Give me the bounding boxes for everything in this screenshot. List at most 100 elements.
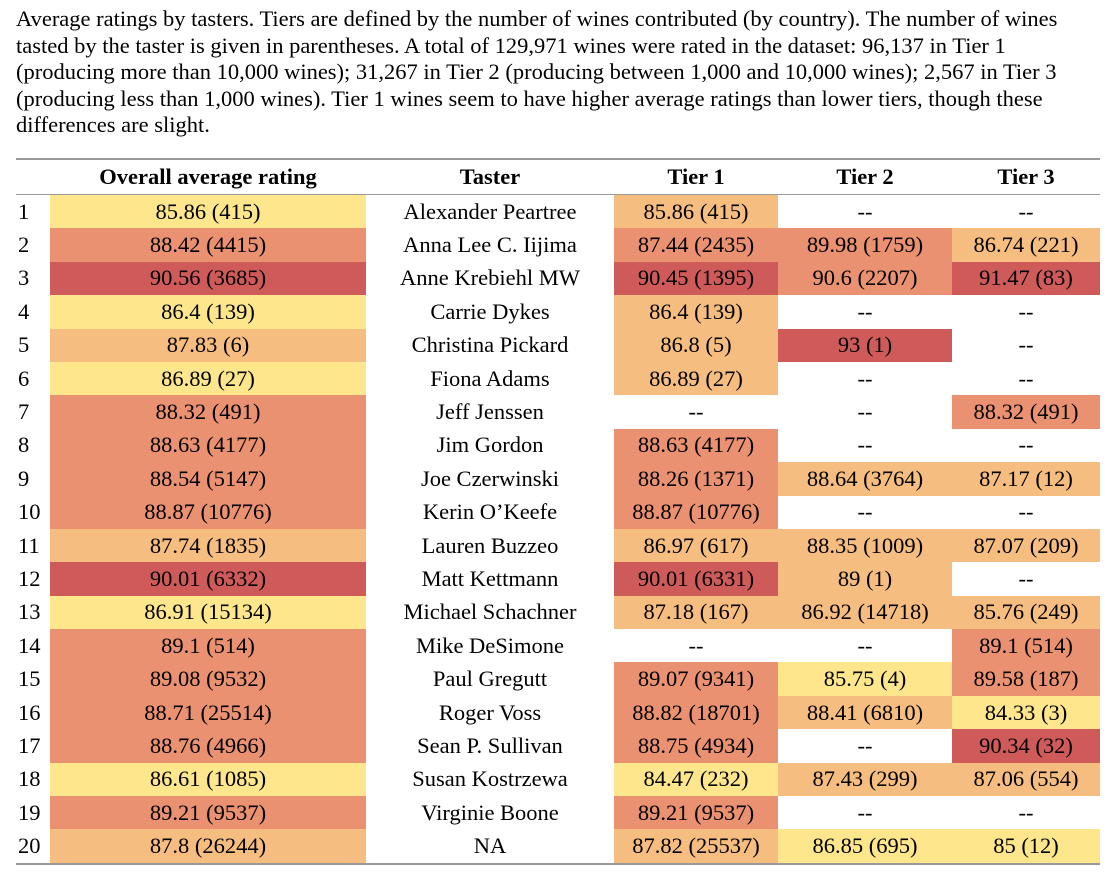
- tier-2-cell: --: [778, 361, 952, 396]
- tier-3-cell: --: [952, 295, 1100, 329]
- tier-2-cell: 85.75 (4): [778, 662, 952, 696]
- taster-name-cell: Paul Gregutt: [432, 666, 548, 692]
- overall-rating-cell: 87.8 (26244): [50, 829, 366, 864]
- table-row: 8 88.63 (4177) Jim Gordon 88.63 (4177) -- --: [16, 428, 1100, 463]
- taster-name-cell: Jeff Jenssen: [436, 399, 544, 425]
- tier-1-cell: 89.21 (9537): [614, 796, 778, 830]
- overall-rating-cell: 86.89 (27): [50, 361, 366, 396]
- overall-rating-cell: 88.54 (5147): [50, 462, 366, 496]
- overall-rating-cell: 88.42 (4415): [50, 228, 366, 262]
- table-row: 4 86.4 (139) Carrie Dykes 86.4 (139) -- --: [16, 295, 1100, 329]
- table-row: 14 89.1 (514) Mike DeSimone -- -- 89.1 (514): [16, 629, 1100, 663]
- table-row: 13 86.91 (15134) Michael Schachner 87.18 (1…: [16, 595, 1100, 630]
- tier-3-cell: 84.33 (3): [952, 695, 1100, 730]
- taster-name-cell: Sean P. Sullivan: [417, 732, 563, 758]
- header-taster: Taster: [366, 159, 614, 195]
- row-index: 18: [18, 766, 41, 792]
- tier-3-cell: 88.32 (491): [952, 395, 1100, 429]
- tier-1-cell: 85.86 (415): [614, 194, 778, 229]
- tier-1-cell: 87.82 (25537): [614, 829, 778, 864]
- tier-1-cell: 86.4 (139): [614, 295, 778, 329]
- tier-2-cell: 86.92 (14718): [778, 595, 952, 630]
- tier-3-cell: --: [952, 495, 1100, 529]
- tier-1-cell: 84.47 (232): [614, 762, 778, 797]
- row-index: 14: [18, 632, 41, 658]
- table-row: 20 87.8 (26244) NA 87.82 (25537) 86.85 (695)…: [16, 829, 1100, 864]
- tier-3-cell: --: [952, 328, 1100, 362]
- table-row: 18 86.61 (1085) Susan Kostrzewa 84.47 (232)…: [16, 762, 1100, 797]
- taster-name-cell: Mike DeSimone: [415, 632, 565, 658]
- tier-3-cell: 85 (12): [952, 829, 1100, 864]
- overall-rating-cell: 88.71 (25514): [50, 695, 366, 730]
- table-caption: Average ratings by tasters. Tiers are de…: [16, 6, 1058, 137]
- taster-name-cell: Alexander Peartree: [403, 198, 577, 224]
- overall-rating-cell: 88.87 (10776): [50, 495, 366, 529]
- overall-rating-cell: 90.56 (3685): [50, 261, 366, 296]
- row-index: 11: [18, 532, 40, 558]
- tier-1-cell: 88.87 (10776): [614, 495, 778, 529]
- taster-name-cell: Lauren Buzzeo: [421, 532, 559, 558]
- row-index: 8: [18, 432, 30, 458]
- tier-2-cell: 89 (1): [778, 562, 952, 596]
- tier-3-cell: --: [952, 194, 1100, 229]
- tier-2-cell: --: [778, 729, 952, 763]
- header-tier-1: Tier 1: [614, 159, 778, 195]
- tier-3-cell: --: [952, 562, 1100, 596]
- tier-2-cell: --: [778, 194, 952, 229]
- row-index: 19: [18, 799, 41, 825]
- table-row: 11 87.74 (1835) Lauren Buzzeo 86.97 (617) 88…: [16, 528, 1100, 563]
- row-index: 20: [18, 833, 41, 859]
- taster-name-cell: Matt Kettmann: [421, 565, 559, 591]
- taster-name-cell: Christina Pickard: [411, 332, 569, 358]
- tier-1-cell: 86.8 (5): [614, 328, 778, 362]
- tier-1-cell: 87.44 (2435): [614, 228, 778, 262]
- tier-2-cell: --: [778, 796, 952, 830]
- table-row: 9 88.54 (5147) Joe Czerwinski 88.26 (1371) 8…: [16, 462, 1100, 496]
- table-row: 12 90.01 (6332) Matt Kettmann 90.01 (6331) 8…: [16, 562, 1100, 596]
- taster-name-cell: Susan Kostrzewa: [412, 766, 568, 792]
- tier-3-cell: 89.1 (514): [952, 629, 1100, 663]
- taster-name-cell: Jim Gordon: [436, 432, 544, 458]
- tier-1-cell: 88.63 (4177): [614, 428, 778, 463]
- row-index: 15: [18, 666, 41, 692]
- tier-1-cell: 89.07 (9341): [614, 662, 778, 696]
- table-row: 7 88.32 (491) Jeff Jenssen -- -- 88.32 (491): [16, 395, 1100, 429]
- row-index: 3: [18, 265, 30, 291]
- tier-3-cell: --: [952, 361, 1100, 396]
- row-index: 7: [18, 399, 30, 425]
- taster-name-cell: Joe Czerwinski: [420, 465, 560, 491]
- tier-3-cell: 87.06 (554): [952, 762, 1100, 797]
- tier-2-cell: --: [778, 629, 952, 663]
- tier-1-cell: --: [614, 395, 778, 429]
- overall-rating-cell: 89.1 (514): [50, 629, 366, 663]
- table-row: 15 89.08 (9532) Paul Gregutt 89.07 (9341) 85…: [16, 662, 1100, 696]
- tier-1-cell: 90.01 (6331): [614, 562, 778, 596]
- taster-name-cell: Carrie Dykes: [430, 298, 550, 324]
- tier-2-cell: 88.41 (6810): [778, 695, 952, 730]
- taster-name-cell: Kerin O’Keefe: [422, 499, 558, 525]
- overall-rating-cell: 87.83 (6): [50, 328, 366, 362]
- overall-rating-cell: 86.61 (1085): [50, 762, 366, 797]
- table-row: 3 90.56 (3685) Anne Krebiehl MW 90.45 (1395…: [16, 261, 1100, 296]
- tier-1-cell: 90.45 (1395): [614, 261, 778, 296]
- tier-1-cell: 88.75 (4934): [614, 729, 778, 763]
- tier-2-cell: 86.85 (695): [778, 829, 952, 864]
- tier-3-cell: 90.34 (32): [952, 729, 1100, 763]
- taster-name-cell: NA: [473, 833, 507, 859]
- taster-name-cell: Michael Schachner: [403, 599, 577, 625]
- tier-2-cell: 88.64 (3764): [778, 462, 952, 496]
- table-row: 19 89.21 (9537) Virginie Boone 89.21 (9537)…: [16, 796, 1100, 830]
- row-index: 17: [18, 732, 41, 758]
- tier-1-cell: 86.97 (617): [614, 528, 778, 563]
- header-tier-3: Tier 3: [952, 159, 1100, 195]
- overall-rating-cell: 86.4 (139): [50, 295, 366, 329]
- tier-3-cell: 85.76 (249): [952, 595, 1100, 630]
- row-index: 10: [18, 499, 41, 525]
- table-row: 6 86.89 (27) Fiona Adams 86.89 (27) -- --: [16, 361, 1100, 396]
- table-row: 1 85.86 (415) Alexander Peartree 85.86 (415…: [16, 194, 1100, 229]
- overall-rating-cell: 86.91 (15134): [50, 595, 366, 630]
- ratings-table: Overall average rating Taster Tier 1 Tie…: [16, 158, 1100, 865]
- overall-rating-cell: 87.74 (1835): [50, 528, 366, 563]
- overall-rating-cell: 88.32 (491): [50, 395, 366, 429]
- table-row: 10 88.87 (10776) Kerin O’Keefe 88.87 (10776…: [16, 495, 1100, 529]
